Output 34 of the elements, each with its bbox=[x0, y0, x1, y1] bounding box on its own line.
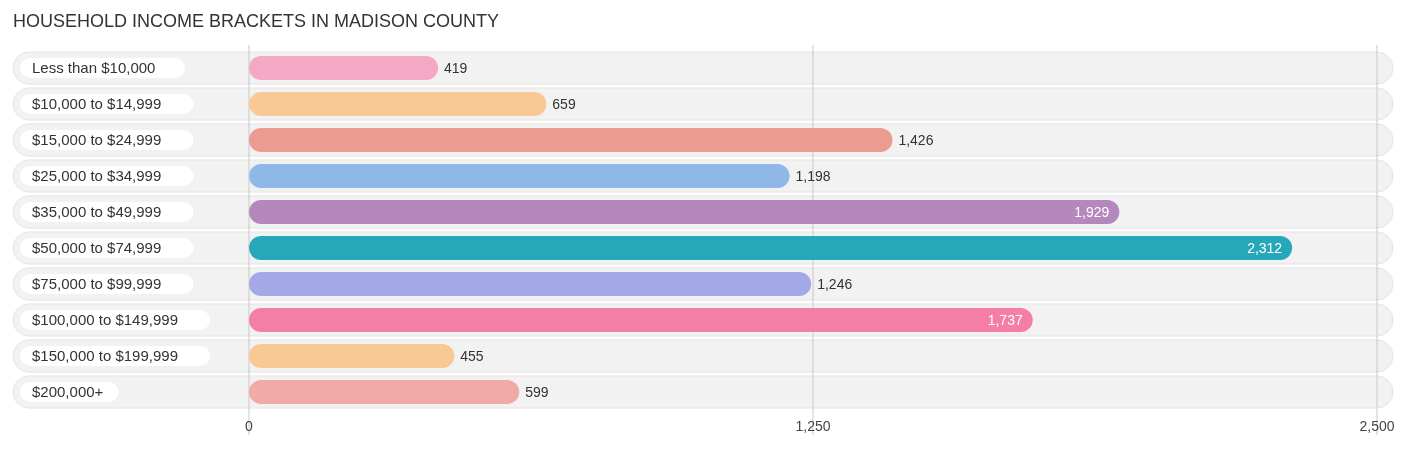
bar bbox=[249, 127, 893, 153]
y-tick-label: $15,000 to $24,999 bbox=[32, 131, 162, 149]
y-tick-label: $150,000 to $199,999 bbox=[32, 347, 178, 365]
y-tick-label: $75,000 to $99,999 bbox=[32, 275, 162, 293]
data-label: 659 bbox=[552, 95, 576, 112]
bar bbox=[249, 163, 790, 189]
y-tick-label: $25,000 to $34,999 bbox=[32, 167, 162, 185]
data-label: 419 bbox=[444, 59, 468, 76]
data-label: 1,737 bbox=[987, 311, 1023, 328]
data-label: 1,929 bbox=[1074, 203, 1110, 220]
data-label: 1,246 bbox=[817, 275, 853, 292]
y-tick-label: $35,000 to $49,999 bbox=[32, 203, 162, 221]
bar bbox=[249, 55, 439, 81]
y-tick-label: $50,000 to $74,999 bbox=[32, 239, 162, 257]
data-label: 1,426 bbox=[898, 131, 934, 148]
data-label: 599 bbox=[525, 383, 549, 400]
bar bbox=[249, 235, 1293, 261]
bar bbox=[249, 199, 1120, 225]
data-label: 1,198 bbox=[795, 167, 831, 184]
bar bbox=[249, 91, 547, 117]
y-tick-label: $200,000+ bbox=[32, 383, 104, 401]
bar bbox=[249, 307, 1033, 333]
bar bbox=[249, 343, 455, 369]
bar bbox=[249, 271, 812, 297]
data-label: 2,312 bbox=[1247, 239, 1283, 256]
data-label: 455 bbox=[460, 347, 484, 364]
y-tick-label: Less than $10,000 bbox=[32, 59, 156, 77]
bar bbox=[249, 379, 520, 405]
y-tick-label: $100,000 to $149,999 bbox=[32, 311, 178, 329]
x-tick-label: 1,250 bbox=[795, 418, 831, 434]
chart-title: HOUSEHOLD INCOME BRACKETS IN MADISON COUNTY bbox=[13, 11, 500, 31]
y-tick-label: $10,000 to $14,999 bbox=[32, 95, 162, 113]
x-tick-label: 2,500 bbox=[1359, 418, 1395, 434]
x-tick-label: 0 bbox=[245, 418, 254, 434]
